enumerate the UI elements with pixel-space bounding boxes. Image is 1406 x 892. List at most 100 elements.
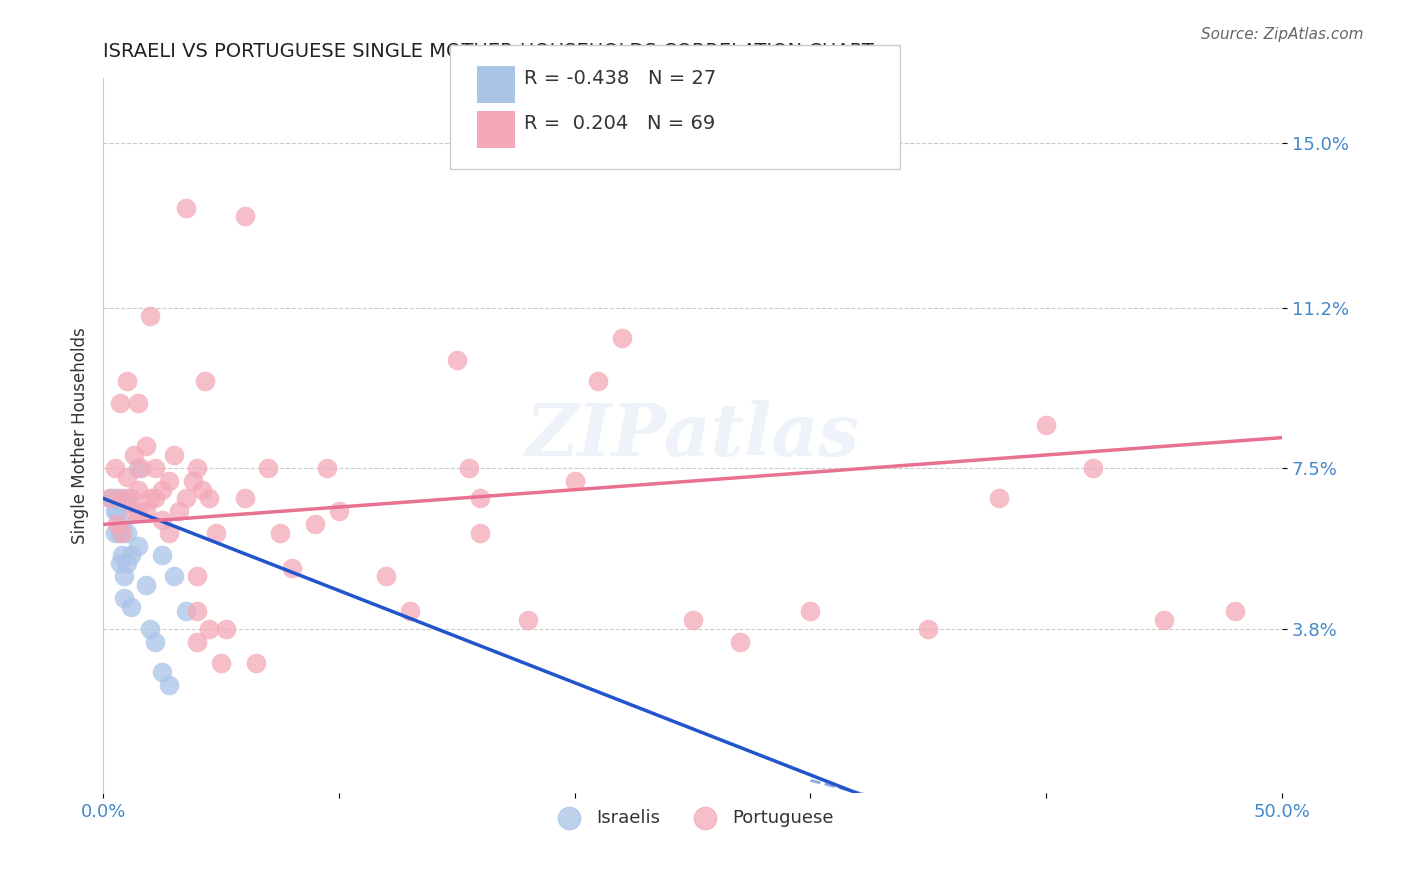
Point — [115, 526, 138, 541]
Point — [799, 604, 821, 618]
Point — [139, 309, 162, 323]
Point — [280, 561, 302, 575]
Point — [108, 396, 131, 410]
Text: R = -0.438   N = 27: R = -0.438 N = 27 — [524, 69, 717, 88]
Point — [135, 439, 157, 453]
Point — [917, 622, 939, 636]
Point — [205, 526, 228, 541]
Point — [150, 483, 173, 497]
Point — [186, 604, 208, 618]
Point — [610, 331, 633, 345]
Point — [1083, 461, 1105, 475]
Point — [104, 461, 127, 475]
Point — [198, 622, 221, 636]
Point — [586, 374, 609, 388]
Point — [135, 504, 157, 518]
Point — [135, 578, 157, 592]
Point — [245, 657, 267, 671]
Point — [457, 461, 479, 475]
Point — [191, 483, 214, 497]
Point — [167, 504, 190, 518]
Text: Source: ZipAtlas.com: Source: ZipAtlas.com — [1201, 27, 1364, 42]
Point — [128, 461, 150, 475]
Point — [174, 201, 197, 215]
Point — [120, 548, 142, 562]
Point — [122, 448, 145, 462]
Point — [128, 483, 150, 497]
Point — [269, 526, 291, 541]
Point — [98, 491, 121, 506]
Point — [174, 604, 197, 618]
Point — [108, 557, 131, 571]
Point — [516, 613, 538, 627]
Point — [150, 513, 173, 527]
Point — [115, 491, 138, 506]
Legend: Israelis, Portuguese: Israelis, Portuguese — [544, 802, 841, 834]
Point — [328, 504, 350, 518]
Point — [398, 604, 420, 618]
Point — [174, 491, 197, 506]
Point — [157, 678, 180, 692]
Text: ZIPatlas: ZIPatlas — [526, 400, 859, 471]
Point — [157, 474, 180, 488]
Point — [105, 504, 128, 518]
Point — [198, 491, 221, 506]
Point — [105, 517, 128, 532]
Point — [143, 461, 166, 475]
Point — [111, 491, 134, 506]
Point — [375, 569, 398, 583]
Point — [233, 491, 256, 506]
Point — [215, 622, 238, 636]
Text: ISRAELI VS PORTUGUESE SINGLE MOTHER HOUSEHOLDS CORRELATION CHART: ISRAELI VS PORTUGUESE SINGLE MOTHER HOUS… — [103, 42, 875, 61]
Point — [470, 526, 492, 541]
Point — [128, 539, 150, 553]
Point — [163, 569, 186, 583]
Point — [108, 526, 131, 541]
Point — [112, 569, 135, 583]
Point — [104, 504, 127, 518]
Point — [186, 461, 208, 475]
Point — [98, 491, 121, 506]
Point — [122, 504, 145, 518]
Point — [233, 210, 256, 224]
Point — [104, 526, 127, 541]
Point — [257, 461, 280, 475]
Point — [193, 374, 215, 388]
Point — [143, 634, 166, 648]
Point — [209, 657, 232, 671]
Point — [111, 517, 134, 532]
Point — [1035, 417, 1057, 432]
Point — [150, 548, 173, 562]
Text: R =  0.204   N = 69: R = 0.204 N = 69 — [524, 113, 716, 133]
Point — [1223, 604, 1246, 618]
Point — [316, 461, 339, 475]
Point — [111, 548, 134, 562]
Point — [120, 491, 142, 506]
Y-axis label: Single Mother Households: Single Mother Households — [72, 327, 89, 544]
Point — [186, 634, 208, 648]
Point — [564, 474, 586, 488]
Point — [115, 374, 138, 388]
Point — [682, 613, 704, 627]
Point — [163, 448, 186, 462]
Point — [105, 491, 128, 506]
Point — [139, 622, 162, 636]
Point — [115, 557, 138, 571]
Point — [115, 469, 138, 483]
Point — [143, 491, 166, 506]
Point — [186, 569, 208, 583]
Point — [470, 491, 492, 506]
Point — [1153, 613, 1175, 627]
Point — [988, 491, 1011, 506]
Point — [129, 461, 152, 475]
Point — [181, 474, 204, 488]
Point — [446, 352, 468, 367]
Point — [120, 599, 142, 614]
Point — [112, 591, 135, 606]
Point — [139, 491, 162, 506]
Point — [128, 396, 150, 410]
Point — [728, 634, 751, 648]
Point — [128, 504, 150, 518]
Point — [150, 665, 173, 679]
Point — [304, 517, 326, 532]
